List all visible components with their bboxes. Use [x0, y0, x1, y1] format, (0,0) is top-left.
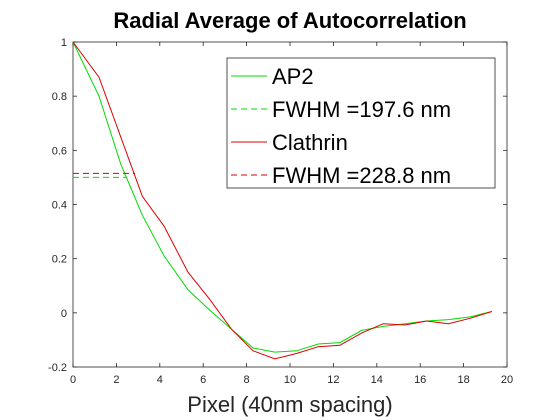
- y-tick-label: 0.4: [52, 200, 67, 212]
- series-line-2: [72, 41, 492, 360]
- y-tick-label: 0.2: [52, 254, 67, 266]
- x-tick-label: 8: [244, 374, 250, 386]
- x-axis-label: Pixel (40nm spacing): [187, 392, 392, 417]
- x-tick-label: 16: [414, 374, 426, 386]
- x-tick-label: 12: [327, 374, 339, 386]
- x-tick-label: 14: [371, 374, 383, 386]
- y-tick-label: 0.8: [52, 91, 67, 103]
- y-tick-label: 0: [61, 308, 67, 320]
- x-tick-label: 18: [457, 374, 469, 386]
- x-tick-label: 20: [501, 374, 513, 386]
- axis-ticks: 0 2 4 6 8 10 12 14 16 18 20-0.200.20.40.60.81: [48, 37, 513, 386]
- x-tick-label: 6: [200, 374, 206, 386]
- y-tick-label: -0.2: [48, 362, 67, 374]
- chart-title: Radial Average of Autocorrelation: [113, 8, 466, 33]
- series-layer: [72, 41, 492, 360]
- legend-label-3: FWHM =228.8 nm: [272, 163, 451, 188]
- x-tick-label: 10: [284, 374, 296, 386]
- x-tick-label: 2: [113, 374, 119, 386]
- x-tick-label: 0: [70, 374, 76, 386]
- y-tick-label: 0.6: [52, 145, 67, 157]
- legend: AP2 FWHM =197.6 nm Clathrin FWHM =228.8 nm: [226, 57, 496, 189]
- legend-label-1: FWHM =197.6 nm: [272, 97, 451, 122]
- y-tick-label: 1: [61, 37, 67, 49]
- x-tick-label: 4: [157, 374, 163, 386]
- legend-label-0: AP2: [272, 64, 314, 89]
- legend-label-2: Clathrin: [272, 130, 348, 155]
- legend-box: [226, 57, 496, 189]
